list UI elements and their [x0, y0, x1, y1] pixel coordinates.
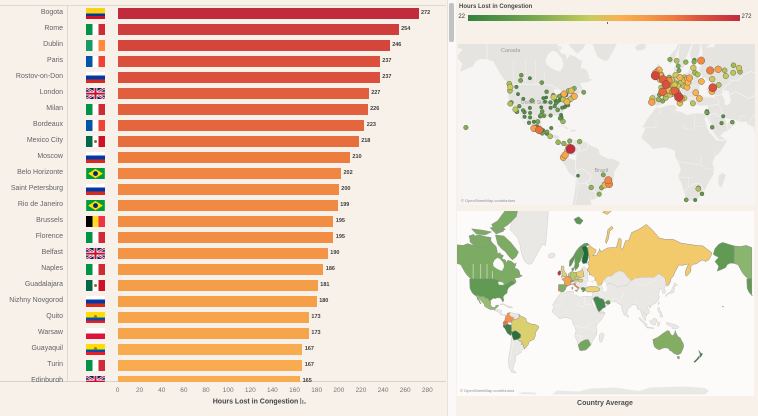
svg-text:United States: United States: [521, 100, 552, 106]
svg-text:Brazil: Brazil: [595, 168, 609, 174]
svg-text:© OpenStreetMap contributors: © OpenStreetMap contributors: [461, 198, 515, 203]
svg-text:Canada: Canada: [501, 48, 521, 54]
svg-text:© OpenStreetMap contributors: © OpenStreetMap contributors: [460, 388, 514, 393]
